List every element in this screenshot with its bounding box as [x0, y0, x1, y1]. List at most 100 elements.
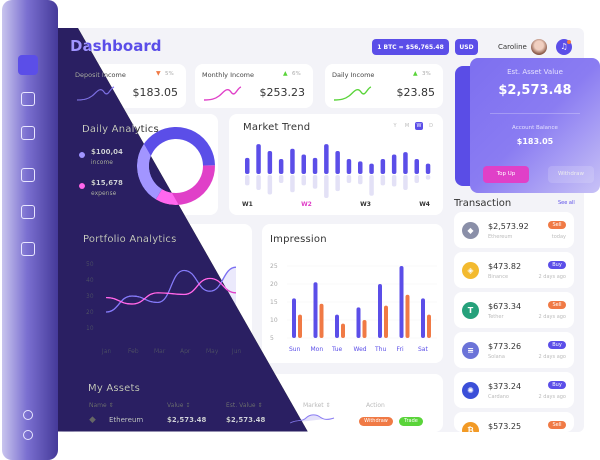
stat-change: 5%	[165, 71, 174, 77]
market-bar	[346, 159, 352, 174]
balance-value: $183.05	[516, 137, 554, 146]
col-value[interactable]: Value ⇕	[167, 402, 191, 409]
col-action: Action	[366, 402, 385, 409]
divider	[490, 113, 580, 114]
transaction-amount: $2,573.92	[488, 222, 529, 231]
market-bar-reflection	[290, 175, 295, 193]
market-bar	[290, 148, 295, 174]
asset-value: $2,573.48	[167, 416, 207, 424]
impression-bar	[378, 284, 382, 338]
stat-sparkline	[203, 86, 242, 101]
donut-chart	[137, 127, 215, 205]
settings-icon[interactable]	[23, 410, 33, 420]
impression-bar	[421, 298, 425, 338]
withdraw-asset-button[interactable]: Withdraw	[548, 166, 594, 183]
currency-select[interactable]: USD	[455, 39, 478, 55]
market-bar-reflection	[346, 175, 352, 184]
x-tick-label: Apr	[180, 348, 191, 355]
market-bar	[245, 157, 250, 174]
transaction-item[interactable]: ◈ $473.82 Binance Buy 2 days ago	[454, 252, 574, 288]
y-tick-label: 25	[270, 263, 278, 270]
week-label[interactable]: W3	[360, 201, 371, 208]
balance-label: Account Balance	[512, 125, 558, 131]
week-label[interactable]: W1	[242, 201, 253, 208]
range-d[interactable]: D	[429, 123, 433, 129]
y-tick-label: 10	[86, 325, 94, 332]
col-est-value[interactable]: Est. Value ⇕	[226, 402, 263, 409]
impression-bar	[427, 314, 431, 338]
trade-button[interactable]: Trade	[399, 417, 423, 426]
market-trend-chart	[245, 144, 431, 198]
binance-icon: ◈	[462, 262, 479, 279]
impression-bar	[319, 303, 324, 338]
stat-label: Daily Income	[332, 71, 375, 79]
range-w[interactable]: W	[415, 122, 423, 130]
wallet-icon[interactable]	[21, 205, 35, 219]
impression-bar	[298, 314, 302, 338]
withdraw-button[interactable]: Withdraw	[359, 417, 393, 426]
market-bar-reflection	[312, 175, 318, 189]
stat-label: Monthly Income	[202, 71, 255, 79]
range-m[interactable]: M	[404, 123, 410, 129]
toggle-icon[interactable]	[23, 430, 33, 440]
btc-rate-badge[interactable]: 1 BTC = $56,765.48	[372, 39, 449, 55]
transaction-item[interactable]: ◆ $2,573.92 Ethereum Sell today	[454, 212, 574, 248]
market-bar	[267, 151, 273, 174]
transaction-amount: $673.34	[488, 302, 522, 311]
stat-card: Deposit Income ▼ 5% $183.05	[68, 64, 186, 108]
market-bar-reflection	[301, 175, 306, 186]
chart-icon[interactable]	[21, 92, 35, 106]
user-name[interactable]: Caroline	[498, 43, 527, 51]
transaction-type-badge: Buy	[548, 381, 566, 389]
col-market[interactable]: Market ⇕	[303, 402, 331, 409]
dashboard-icon[interactable]	[18, 55, 38, 75]
impression-bar	[356, 307, 361, 338]
see-all-link[interactable]: See all	[558, 200, 575, 206]
x-tick-label: May	[206, 348, 219, 355]
arrow-up-icon: ▲	[283, 70, 288, 77]
transaction-time: today	[551, 234, 566, 240]
top-up-button[interactable]: Top Up	[483, 166, 529, 183]
page-title: Dashboard	[70, 37, 162, 55]
transaction-amount: $573.25	[488, 422, 522, 431]
impression-card: Impression 25 20 15 10 5 Sun Mon Tue Wed Thu Fri Sa…	[262, 224, 443, 363]
solana-icon: ≡	[462, 342, 479, 359]
market-bar	[380, 159, 386, 174]
portfolio-area	[106, 267, 236, 342]
bell-icon[interactable]: ♫	[556, 39, 572, 55]
y-tick-label: 10	[270, 317, 278, 324]
est-asset-label: Est. Asset Value	[507, 68, 563, 76]
market-bar	[403, 152, 408, 174]
transaction-time: 2 days ago	[538, 354, 566, 360]
market-bar-reflection	[414, 175, 419, 184]
calendar-icon[interactable]	[21, 242, 35, 256]
transaction-item[interactable]: ₿ $573.25 Bitcoin Sell	[454, 412, 574, 432]
x-tick-label: Sun	[289, 346, 301, 353]
y-tick-label: 50	[86, 261, 94, 268]
x-tick-label: Mon	[311, 346, 324, 353]
monitor-icon[interactable]	[21, 168, 35, 182]
range-y[interactable]: Y	[393, 123, 397, 129]
stat-change: 6%	[292, 71, 301, 77]
ethereum-icon: ◆	[462, 222, 479, 239]
market-bar-reflection	[324, 175, 329, 198]
week-label[interactable]: W4	[419, 201, 430, 208]
asset-est-value: $2,573.48	[226, 416, 266, 424]
income-label: income	[91, 159, 113, 166]
avatar[interactable]	[531, 39, 547, 55]
my-assets-title: My Assets	[88, 383, 141, 394]
col-name[interactable]: Name ⇕	[89, 402, 114, 409]
market-bar-reflection	[425, 175, 431, 180]
transaction-item[interactable]: T $673.34 Tether Sell 2 days ago	[454, 292, 574, 328]
transaction-time: 2 days ago	[538, 394, 566, 400]
transaction-item[interactable]: ≡ $773.26 Solana Buy 2 days ago	[454, 332, 574, 368]
impression-bar	[292, 298, 296, 338]
transaction-item[interactable]: ✺ $373.24 Cardano Buy 2 days ago	[454, 372, 574, 408]
week-label[interactable]: W2	[301, 201, 312, 208]
market-bar-reflection	[267, 175, 273, 195]
sidebar	[2, 0, 58, 460]
transaction-type-badge: Sell	[548, 421, 566, 429]
tether-icon: T	[462, 302, 479, 319]
analytics-icon[interactable]	[21, 126, 35, 140]
